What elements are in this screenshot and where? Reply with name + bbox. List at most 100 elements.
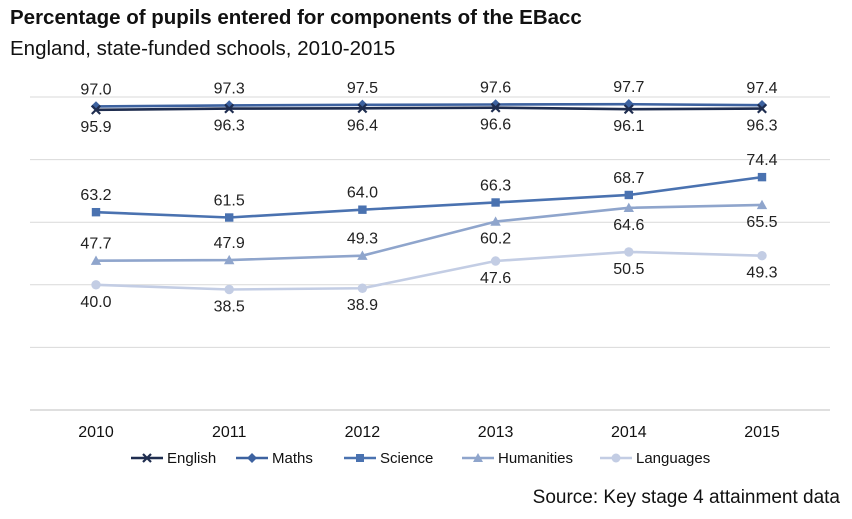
data-label: 47.6: [480, 270, 511, 287]
marker-triangle: [224, 254, 235, 265]
marker-circle: [357, 283, 368, 293]
marker-triangle: [357, 250, 368, 260]
data-label: 66.3: [480, 177, 511, 194]
x-tick-label: 2014: [611, 424, 647, 441]
marker-stroke: [357, 103, 368, 114]
data-label: 96.3: [214, 118, 245, 135]
data-label: 49.3: [347, 231, 378, 248]
legend-label: Science: [380, 450, 433, 467]
data-label: 38.9: [347, 297, 378, 314]
legend-item-english: English: [131, 450, 216, 467]
series-humanities: [90, 199, 768, 265]
data-label: 97.5: [347, 80, 378, 97]
marker-square: [624, 190, 633, 200]
data-label: 65.5: [746, 214, 777, 231]
marker-circle: [490, 256, 501, 266]
legend-label: Maths: [272, 450, 313, 467]
data-label: 97.0: [80, 81, 111, 98]
series-line: [95, 203, 763, 262]
chart-subtitle: England, state-funded schools, 2010-2015: [10, 37, 396, 60]
marker-triangle: [756, 199, 768, 210]
legend-item-science: Science: [344, 450, 433, 467]
data-label: 63.2: [80, 187, 111, 204]
marker-x: [757, 103, 767, 114]
data-label: 96.4: [347, 117, 378, 134]
marker-x: [357, 103, 368, 114]
marker-circle: [757, 250, 767, 261]
legend: English Maths Science Humanities Languages: [131, 450, 710, 467]
marker-x: [623, 104, 634, 115]
data-label: 96.1: [613, 118, 644, 135]
data-label: 49.3: [746, 265, 777, 282]
marker-circle: [611, 453, 621, 463]
series-line: [95, 175, 763, 219]
marker-triangle: [623, 202, 634, 213]
chart-title: Percentage of pupils entered for compone…: [10, 6, 582, 29]
x-tick-label: 2010: [78, 424, 114, 441]
x-tick-label: 2015: [744, 424, 780, 441]
marker-diamond: [247, 453, 257, 463]
data-label: 97.4: [746, 80, 777, 97]
marker-triangle: [490, 216, 501, 226]
marker-square: [491, 198, 500, 207]
marker-stroke: [623, 104, 634, 115]
series-languages: [91, 247, 767, 295]
marker-triangle: [90, 255, 102, 265]
marker-square: [358, 205, 367, 214]
data-label: 61.5: [214, 193, 245, 210]
legend-label: English: [167, 450, 216, 467]
marker-x: [142, 453, 152, 463]
marker-stroke: [490, 102, 501, 113]
data-label: 95.9: [80, 119, 111, 136]
x-tick-label: 2011: [212, 424, 247, 441]
data-label: 68.7: [613, 170, 644, 187]
x-tick-label: 2013: [478, 424, 514, 441]
data-labels: 95.9 96.3 96.4 96.6 96.1 96.3 97.0 97.3 97.5 97.6…: [80, 79, 777, 315]
legend-item-humanities: Humanities: [462, 450, 573, 467]
data-label: 64.0: [347, 185, 378, 202]
series-science: [91, 172, 767, 222]
data-label: 97.6: [480, 80, 511, 97]
series-line: [95, 102, 763, 108]
marker-square: [225, 213, 234, 222]
data-label: 96.3: [746, 118, 777, 135]
data-label: 97.7: [613, 79, 644, 96]
data-label: 96.6: [480, 117, 511, 134]
marker-diamond: [623, 98, 634, 110]
data-label: 50.5: [613, 261, 644, 278]
marker-stroke: [224, 103, 235, 114]
marker-triangle: [473, 453, 483, 462]
x-axis: 2010 2011 2012 2013 2014 2015: [30, 409, 830, 441]
gridlines: [30, 96, 830, 348]
data-label: 47.7: [80, 236, 111, 253]
marker-stroke: [757, 103, 767, 114]
marker-circle: [91, 280, 101, 290]
marker-circle: [224, 284, 234, 295]
data-label: 97.3: [214, 80, 245, 97]
data-label: 40.0: [80, 294, 111, 311]
data-label: 74.4: [746, 152, 777, 169]
legend-label: Humanities: [498, 450, 573, 467]
marker-x: [224, 103, 235, 114]
marker-circle: [624, 247, 634, 257]
data-label: 64.6: [613, 217, 644, 234]
marker-square: [757, 172, 767, 182]
series-line: [95, 106, 763, 112]
marker-square: [91, 207, 101, 217]
source-note: Source: Key stage 4 attainment data: [532, 487, 840, 508]
legend-item-languages: Languages: [600, 450, 710, 467]
series-english: [91, 102, 767, 115]
legend-label: Languages: [636, 450, 710, 467]
legend-item-maths: Maths: [236, 450, 313, 467]
marker-square: [356, 454, 364, 462]
marker-stroke: [142, 453, 152, 463]
marker-stroke: [91, 104, 101, 115]
marker-x: [91, 104, 101, 115]
series-line: [95, 250, 763, 291]
data-label: 47.9: [214, 235, 245, 252]
series-lines: [90, 98, 768, 295]
data-label: 38.5: [214, 298, 245, 315]
marker-x: [490, 102, 501, 113]
x-tick-label: 2012: [345, 424, 381, 441]
